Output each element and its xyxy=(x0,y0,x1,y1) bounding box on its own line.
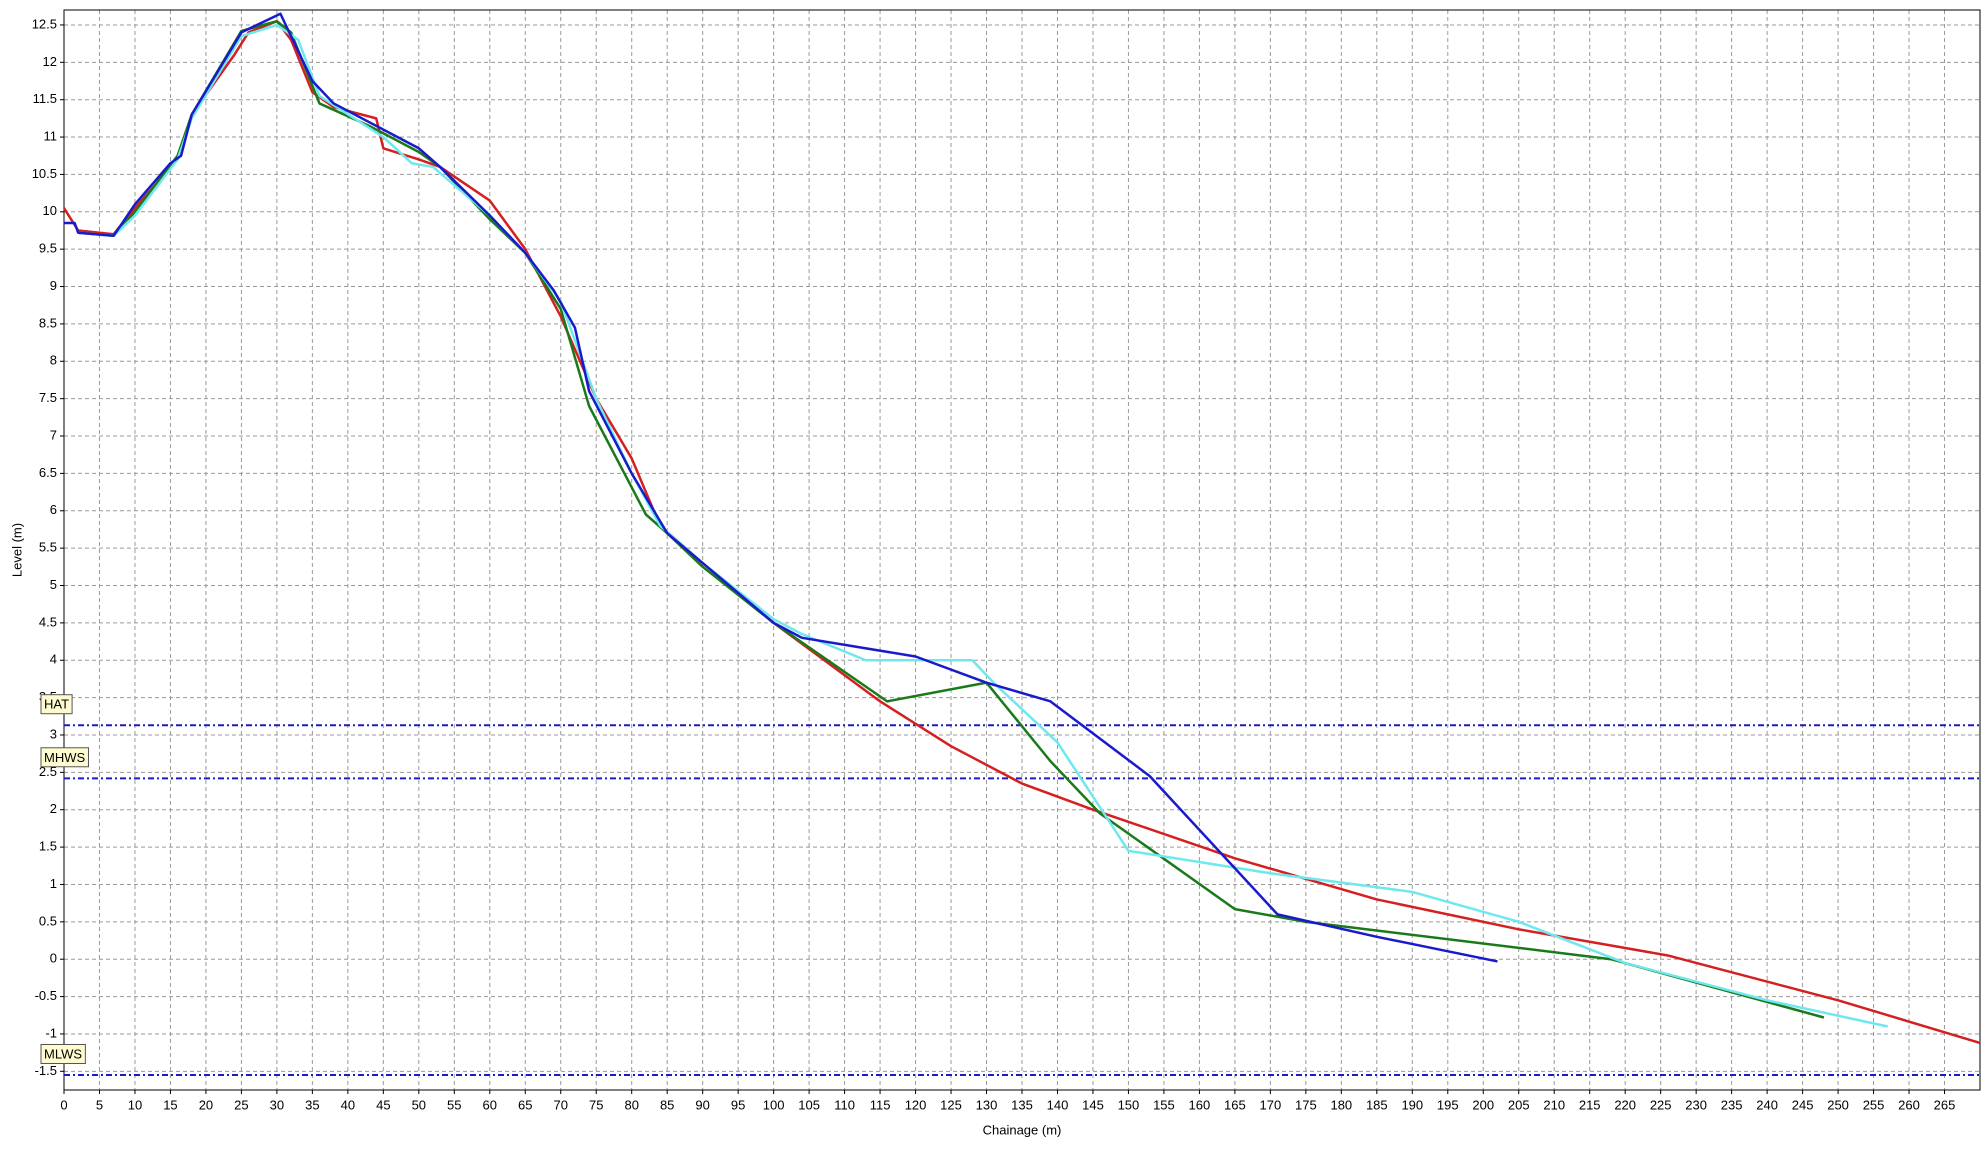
x-tick-label: 225 xyxy=(1650,1097,1672,1112)
x-tick-label: 180 xyxy=(1330,1097,1352,1112)
y-tick-label: 2.5 xyxy=(39,764,57,779)
reference-label-box xyxy=(40,747,89,768)
x-tick-label: 10 xyxy=(128,1097,142,1112)
y-tick-label: -1 xyxy=(45,1025,57,1040)
y-tick-label: 9 xyxy=(50,278,57,293)
x-tick-label: 165 xyxy=(1224,1097,1246,1112)
y-tick-label: 7 xyxy=(50,427,57,442)
x-tick-label: 265 xyxy=(1934,1097,1956,1112)
x-tick-label: 235 xyxy=(1721,1097,1743,1112)
x-tick-label: 205 xyxy=(1508,1097,1530,1112)
y-tick-label: 1 xyxy=(50,876,57,891)
x-axis-title: Chainage (m) xyxy=(983,1122,1062,1137)
y-tick-label: -1.5 xyxy=(35,1063,57,1078)
x-tick-label: 45 xyxy=(376,1097,390,1112)
x-tick-label: 120 xyxy=(905,1097,927,1112)
x-tick-label: 190 xyxy=(1401,1097,1423,1112)
y-tick-label: 10 xyxy=(43,203,57,218)
reference-label-box xyxy=(40,694,73,715)
x-tick-label: 125 xyxy=(940,1097,962,1112)
y-tick-label: 6 xyxy=(50,502,57,517)
x-tick-label: 95 xyxy=(731,1097,745,1112)
x-tick-label: 170 xyxy=(1260,1097,1282,1112)
y-tick-label: 11 xyxy=(44,128,58,143)
x-tick-label: 250 xyxy=(1827,1097,1849,1112)
y-tick-label: 3 xyxy=(50,726,57,741)
y-tick-label: -0.5 xyxy=(35,988,57,1003)
reference-label: HAT xyxy=(44,697,69,712)
reference-label-box xyxy=(40,1043,86,1064)
x-tick-label: 75 xyxy=(589,1097,603,1112)
x-tick-label: 65 xyxy=(518,1097,532,1112)
x-tick-label: 220 xyxy=(1614,1097,1636,1112)
x-tick-label: 260 xyxy=(1898,1097,1920,1112)
y-tick-label: 10.5 xyxy=(32,166,57,181)
x-tick-label: 90 xyxy=(695,1097,709,1112)
x-tick-label: 200 xyxy=(1472,1097,1494,1112)
series-line xyxy=(64,12,1498,963)
x-tick-label: 145 xyxy=(1082,1097,1104,1112)
x-tick-label: 85 xyxy=(660,1097,674,1112)
x-tick-label: 130 xyxy=(976,1097,998,1112)
x-tick-label: 240 xyxy=(1756,1097,1778,1112)
y-tick-label: 8 xyxy=(50,353,57,368)
x-tick-label: 0 xyxy=(60,1097,67,1112)
y-tick-label: 4.5 xyxy=(39,614,57,629)
x-tick-label: 160 xyxy=(1189,1097,1211,1112)
y-tick-label: 1.5 xyxy=(39,839,57,854)
y-tick-label: 11.5 xyxy=(33,91,57,106)
y-tick-label: 8.5 xyxy=(39,315,57,330)
y-tick-label: 12 xyxy=(43,54,57,69)
x-tick-label: 105 xyxy=(798,1097,820,1112)
x-tick-label: 30 xyxy=(270,1097,284,1112)
y-tick-label: 7.5 xyxy=(39,390,57,405)
x-tick-label: 195 xyxy=(1437,1097,1459,1112)
x-tick-label: 255 xyxy=(1863,1097,1885,1112)
x-tick-label: 50 xyxy=(412,1097,426,1112)
x-tick-label: 215 xyxy=(1579,1097,1601,1112)
x-tick-label: 155 xyxy=(1153,1097,1175,1112)
y-tick-label: 2 xyxy=(50,801,57,816)
y-tick-label: 5 xyxy=(50,577,57,592)
x-tick-label: 230 xyxy=(1685,1097,1707,1112)
x-tick-label: 20 xyxy=(199,1097,213,1112)
reference-label: MLWS xyxy=(44,1046,82,1061)
x-tick-label: 40 xyxy=(341,1097,355,1112)
x-tick-label: 185 xyxy=(1366,1097,1388,1112)
x-tick-label: 175 xyxy=(1295,1097,1317,1112)
y-tick-label: 0.5 xyxy=(39,913,57,928)
x-tick-label: 210 xyxy=(1543,1097,1565,1112)
reference-label: MHWS xyxy=(44,750,85,765)
x-tick-label: 55 xyxy=(447,1097,461,1112)
x-tick-label: 150 xyxy=(1118,1097,1140,1112)
x-tick-label: 115 xyxy=(870,1097,891,1112)
x-tick-label: 245 xyxy=(1792,1097,1814,1112)
x-tick-label: 35 xyxy=(305,1097,319,1112)
y-tick-label: 5.5 xyxy=(39,540,57,555)
y-tick-label: 4 xyxy=(50,652,57,667)
x-tick-label: 15 xyxy=(163,1097,177,1112)
plot-frame xyxy=(63,9,1981,1091)
y-tick-label: 12.5 xyxy=(32,16,57,31)
y-tick-label: 6.5 xyxy=(39,465,57,480)
x-tick-label: 70 xyxy=(554,1097,568,1112)
series-line xyxy=(78,23,1889,1028)
x-tick-label: 80 xyxy=(624,1097,638,1112)
y-axis-title: Level (m) xyxy=(9,523,24,577)
x-tick-label: 100 xyxy=(763,1097,785,1112)
x-tick-label: 60 xyxy=(483,1097,497,1112)
x-tick-label: 25 xyxy=(234,1097,248,1112)
y-tick-label: 0 xyxy=(50,951,57,966)
x-tick-label: 135 xyxy=(1011,1097,1033,1112)
x-tick-label: 5 xyxy=(96,1097,103,1112)
x-tick-label: 110 xyxy=(834,1097,855,1112)
x-tick-label: 140 xyxy=(1047,1097,1069,1112)
y-tick-label: 9.5 xyxy=(39,241,57,256)
